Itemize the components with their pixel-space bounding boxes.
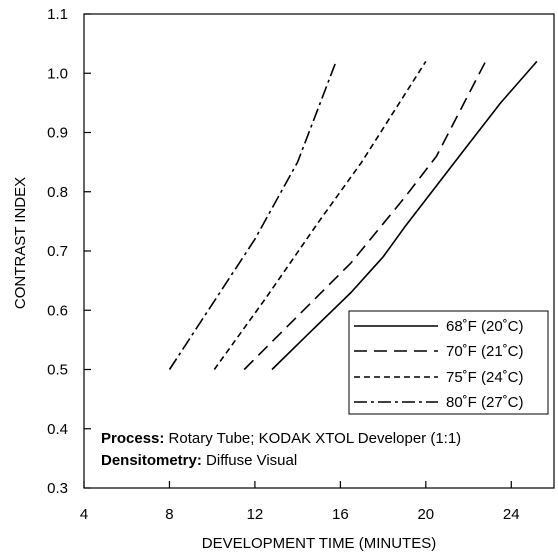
legend-label-70f: 70˚F (21˚C) <box>446 343 524 360</box>
legend: 68˚F (20˚C) 70˚F (21˚C) 75˚F (24˚C) 80˚F… <box>348 310 549 415</box>
y-tick-label: 0.3 <box>47 480 68 497</box>
y-tick-label: 0.5 <box>47 362 68 379</box>
x-tick-label: 24 <box>503 506 520 523</box>
series-line-2 <box>213 60 427 370</box>
process-note: Process: Rotary Tube; KODAK XTOL Develop… <box>101 430 461 447</box>
legend-box <box>348 310 549 415</box>
densitometry-label: Densitometry: <box>101 452 202 469</box>
y-tick-label: 0.4 <box>47 421 68 438</box>
y-axis-title: CONTRAST INDEX <box>12 177 29 309</box>
series-line-0 <box>271 60 538 371</box>
y-tick-label: 0.7 <box>47 243 68 260</box>
legend-label-80f: 80˚F (27˚C) <box>446 394 524 411</box>
densitometry-note: Densitometry: Diffuse Visual <box>101 452 297 469</box>
y-tick-label: 0.6 <box>47 302 68 319</box>
series-layer <box>168 60 538 371</box>
x-tick-label: 16 <box>332 506 349 523</box>
y-tick-label: 0.8 <box>47 184 68 201</box>
legend-label-75f: 75˚F (24˚C) <box>446 369 524 386</box>
x-axis-title: DEVELOPMENT TIME (MINUTES) <box>202 535 436 552</box>
process-label: Process: <box>101 430 164 447</box>
y-tick-label: 1.0 <box>47 65 68 82</box>
densitometry-value: Diffuse Visual <box>202 452 297 469</box>
y-tick-label: 1.1 <box>47 6 68 23</box>
process-value: Rotary Tube; KODAK XTOL Developer (1:1) <box>164 430 461 447</box>
ticks: 4 8 12 16 20 24 0.3 0.4 0.5 0.6 0.7 0.8 0.9 1.0 1.1 <box>47 6 519 523</box>
plot-frame <box>83 13 555 489</box>
x-tick-label: 20 <box>417 506 434 523</box>
x-tick-label: 4 <box>80 506 88 523</box>
series-line-3 <box>168 61 337 370</box>
y-tick-label: 0.9 <box>47 125 68 142</box>
x-tick-label: 12 <box>247 506 264 523</box>
legend-label-68f: 68˚F (20˚C) <box>446 318 524 335</box>
series-line-1 <box>243 61 487 371</box>
x-tick-label: 8 <box>165 506 173 523</box>
